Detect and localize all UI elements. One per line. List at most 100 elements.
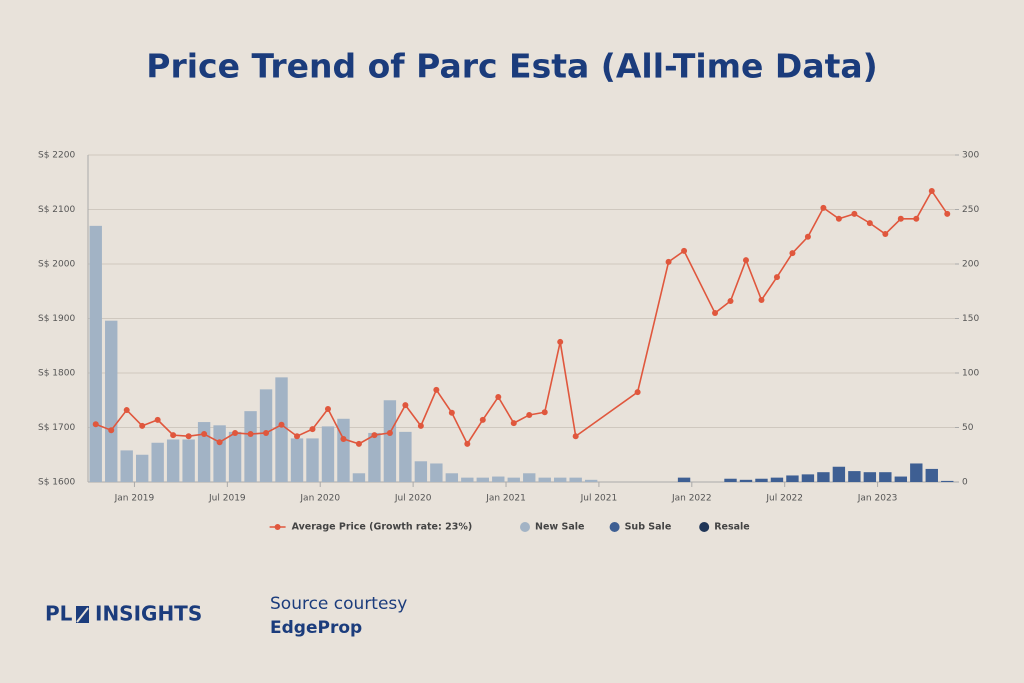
line-point — [727, 298, 734, 305]
legend-label: Resale — [714, 522, 750, 533]
bar — [879, 472, 892, 482]
x-tick-label: Jul 2022 — [765, 494, 803, 504]
x-tick-label: Jul 2021 — [580, 494, 618, 504]
line-point — [185, 433, 192, 440]
line-point — [541, 409, 548, 416]
line-point — [851, 210, 858, 217]
legend-marker — [699, 522, 710, 532]
x-tick-label: Jan 2021 — [485, 494, 526, 504]
line-point — [681, 247, 688, 254]
line-point — [108, 427, 115, 434]
line-point — [665, 258, 672, 265]
bar — [910, 463, 923, 482]
x-tick-label: Jul 2019 — [208, 494, 246, 504]
y-tick-label: S$ 1700 — [38, 423, 75, 433]
bar — [337, 418, 350, 482]
line-point — [386, 429, 393, 436]
y2-tick-label: 200 — [962, 260, 979, 270]
line-point — [309, 426, 316, 433]
bar — [197, 422, 211, 482]
bar — [445, 473, 459, 482]
line-point — [944, 210, 951, 217]
line-point — [417, 422, 424, 429]
bar — [461, 477, 474, 482]
bar — [275, 377, 288, 482]
line-point — [448, 409, 455, 416]
y-tick-label: S$ 1900 — [38, 314, 75, 324]
y2-tick-label: 0 — [962, 478, 968, 488]
bar — [352, 473, 366, 482]
bar — [120, 450, 133, 482]
line-point — [324, 405, 331, 412]
y2-tick-label: 50 — [962, 423, 974, 433]
line-point — [712, 310, 719, 317]
bar — [151, 442, 164, 482]
line-point — [835, 215, 842, 222]
line-point — [789, 250, 796, 257]
y2-tick-label: 300 — [962, 151, 979, 161]
line-point — [263, 429, 270, 436]
bar — [368, 432, 381, 482]
line-point — [526, 411, 533, 418]
legend-marker — [609, 522, 620, 532]
line-point — [804, 233, 811, 240]
bar — [832, 466, 846, 482]
line-point — [913, 215, 920, 222]
bar — [554, 477, 567, 482]
line-point — [402, 402, 409, 409]
line-point — [634, 389, 641, 396]
bar — [306, 438, 319, 482]
bar — [321, 426, 335, 482]
bar — [755, 478, 768, 482]
y2-tick-label: 250 — [962, 205, 979, 215]
bar — [863, 472, 877, 482]
bar — [538, 477, 551, 482]
bar — [166, 439, 180, 482]
bar — [941, 480, 954, 482]
bar — [507, 477, 520, 482]
line-point — [557, 338, 564, 345]
y-tick-label: S$ 2200 — [38, 151, 75, 161]
bar — [817, 472, 830, 482]
line-point — [278, 421, 285, 428]
line-point — [216, 439, 223, 446]
legend-label: New Sale — [535, 522, 584, 533]
line-point — [371, 432, 378, 439]
line-point — [201, 431, 208, 438]
line-point — [882, 231, 889, 238]
y-tick-label: S$ 2000 — [38, 260, 75, 270]
bar — [105, 320, 118, 482]
bar — [244, 411, 257, 482]
chart-title: Price Trend of Parc Esta (All-Time Data) — [146, 47, 877, 86]
line-point — [154, 416, 161, 423]
bar — [383, 400, 397, 482]
y2-tick-label: 150 — [962, 314, 979, 324]
bar — [724, 478, 737, 482]
line-point — [758, 296, 765, 303]
bar — [414, 461, 428, 482]
bar — [894, 476, 908, 482]
line-point — [247, 431, 254, 438]
bar — [584, 479, 598, 482]
logo-icon — [74, 604, 91, 625]
line-point — [742, 257, 749, 264]
bar — [89, 225, 102, 482]
bar — [213, 425, 226, 482]
bar — [848, 471, 861, 482]
source-label: Source courtesy — [270, 594, 407, 614]
line-point — [495, 393, 502, 400]
source: EdgeProp — [270, 618, 362, 638]
bar — [801, 474, 815, 482]
line-point — [464, 440, 471, 447]
y2-tick-label: 100 — [962, 369, 979, 379]
line-point — [355, 440, 362, 447]
line-point — [139, 422, 146, 429]
x-tick-label: Jan 2023 — [857, 494, 898, 504]
bar — [925, 468, 938, 482]
legend-marker — [520, 522, 530, 532]
logo-prefix: PL — [45, 602, 73, 626]
line-point — [232, 429, 239, 436]
line-point — [572, 433, 579, 440]
